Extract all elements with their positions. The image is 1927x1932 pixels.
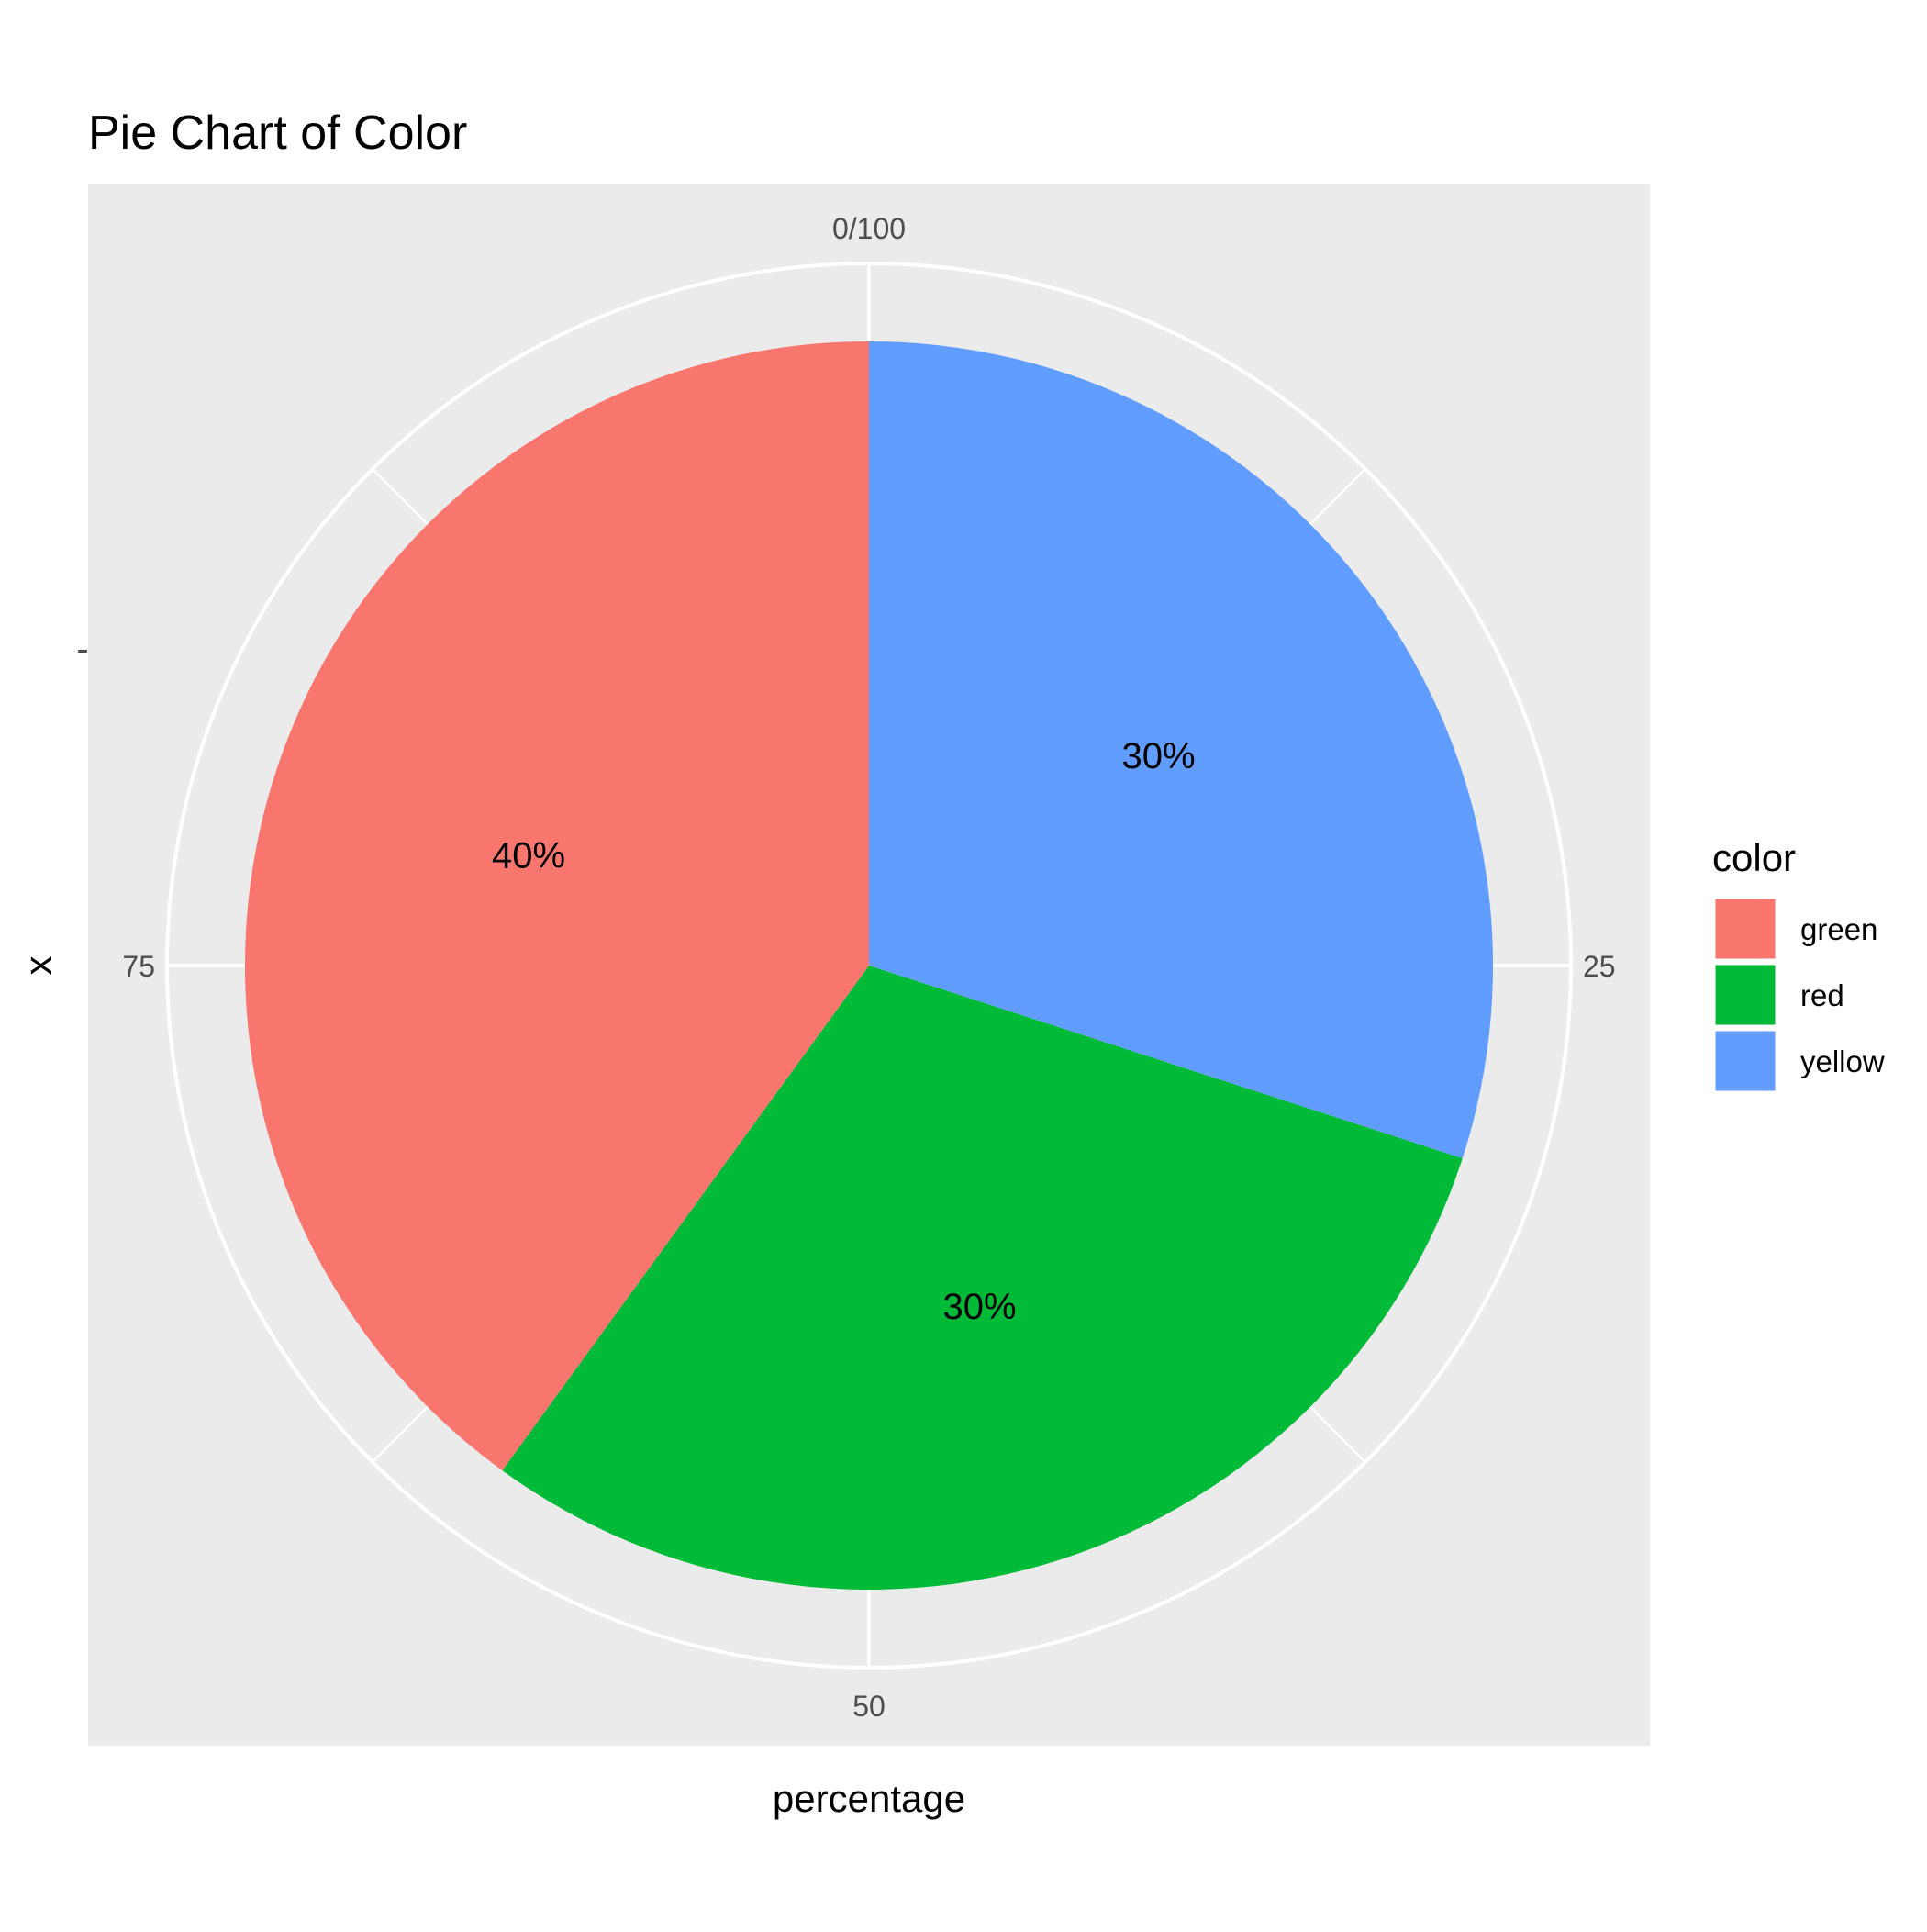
slice-labels: 30% 30% 40% [492, 736, 1195, 1327]
y-tick-label: - [76, 629, 88, 669]
slice-label-yellow: 30% [1121, 736, 1195, 776]
chart-title: Pie Chart of Color [88, 106, 467, 160]
legend-items: green red yellow [1712, 896, 1885, 1094]
pie-slices [244, 341, 1493, 1591]
theta-tick-3: 75 [122, 950, 155, 983]
theta-tick-2: 50 [852, 1690, 886, 1723]
legend-label-green: green [1800, 912, 1877, 946]
pie-slice-yellow [869, 341, 1493, 1159]
slice-label-red: 30% [942, 1287, 1016, 1327]
legend-label-yellow: yellow [1800, 1044, 1885, 1078]
legend: color green red yellow [1712, 836, 1885, 1094]
x-axis-title: percentage [773, 1777, 965, 1820]
legend-key-green [1712, 896, 1778, 962]
legend-key-red [1712, 962, 1778, 1028]
theta-tick-1: 25 [1583, 950, 1616, 983]
theta-tick-labels: 0/100 25 50 75 [122, 212, 1615, 1723]
pie-slice-red [502, 966, 1463, 1591]
pie-slice-green [244, 341, 869, 1471]
legend-key-yellow [1712, 1028, 1778, 1094]
legend-label-red: red [1800, 978, 1844, 1012]
legend-title: color [1712, 836, 1796, 879]
slice-label-green: 40% [492, 835, 565, 876]
y-axis-title: x [17, 956, 60, 976]
theta-tick-0: 0/100 [832, 212, 906, 245]
